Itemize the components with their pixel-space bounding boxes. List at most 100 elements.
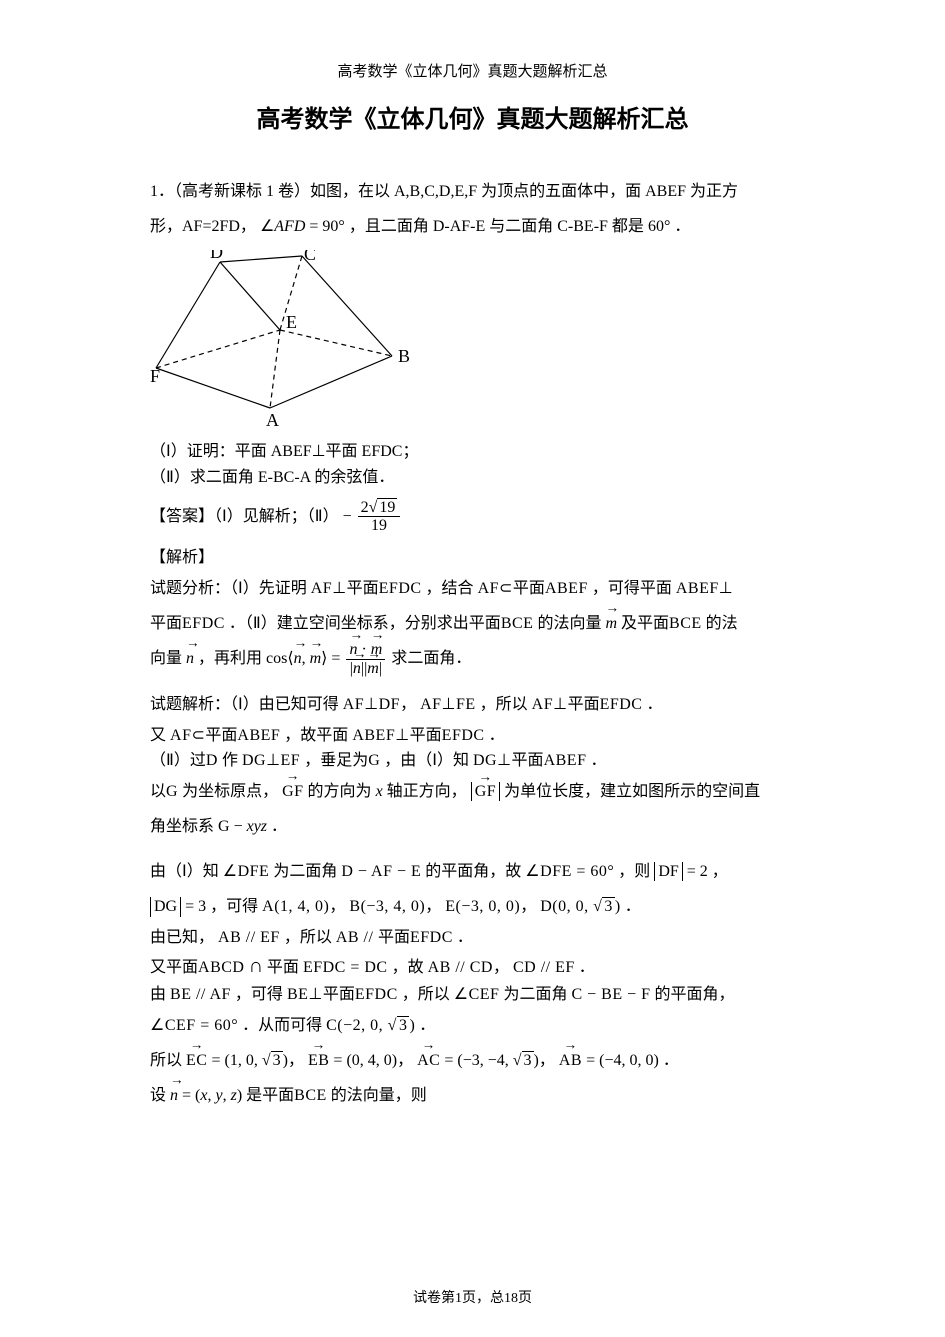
txt: 及平面 [621, 615, 669, 632]
diagram-svg: F A B E D C [150, 250, 420, 430]
eb-val: (0, 4, 0) [346, 1052, 397, 1069]
txt: ，则 [618, 863, 650, 880]
cos-lhs: cos⟨n, m⟩ = [266, 650, 340, 667]
txt: 是平面 [246, 1087, 294, 1104]
txt: 平面 [150, 615, 182, 632]
txt: 的法向量，则 [331, 1087, 427, 1104]
txt: 求二面角． [391, 650, 471, 667]
footer-current-page: 1 [455, 1291, 462, 1306]
n-xyz: n = (x, y, z) [170, 1087, 242, 1104]
x-axis: x [376, 783, 383, 800]
pentahedron-diagram: F A B E D C [150, 250, 795, 435]
answer-label: 【答案】（Ⅰ）见解析；（Ⅱ） [150, 508, 339, 525]
analysis-line-1: 试题分析：（Ⅰ）先证明 AF⊥平面EFDC ，结合 AF⊂平面ABEF ，可得平… [150, 571, 795, 606]
label-D: D [210, 250, 223, 262]
question-1-line-1: 1．（高考新课标 1 卷）如图，在以 A,B,C,D,E,F 为顶点的五面体中，… [150, 174, 795, 209]
txt: 又平面 [150, 959, 198, 976]
analysis-line-3: 向量 n ，再利用 cos⟨n, m⟩ = n · m |n||m| 求二面角． [150, 641, 795, 677]
txt: ． [625, 898, 641, 915]
abef-perp: ABEF⊥ [676, 580, 733, 597]
txt: 角坐标系 [150, 818, 214, 835]
txt: ，可得 [210, 898, 258, 915]
angle-afd: ∠AFD = 90° [260, 218, 345, 235]
abs-gf: GF [471, 782, 500, 801]
footer-suffix: 页 [518, 1291, 532, 1306]
solution-line-3: （Ⅱ）过D 作 DG⊥EF ，垂足为G ，由（Ⅰ）知 DG⊥平面ABEF ． [150, 748, 795, 774]
solution-line-12: 所以 EC = (1, 0, √3)， EB = (0, 4, 0)， AC =… [150, 1043, 795, 1078]
label-B: B [398, 346, 410, 366]
footer-mid: 页，总 [462, 1291, 504, 1306]
txt: ． [579, 959, 595, 976]
txt: 的法向量 [537, 615, 601, 632]
txt: 为单位长度，建立如图所示的空间直 [504, 783, 760, 800]
label-E: E [286, 312, 297, 332]
be-af: BE // AF [170, 986, 231, 1003]
txt: ，垂足为 [304, 752, 368, 769]
txt: 设 [150, 1087, 166, 1104]
txt: 试题分析：（Ⅰ）先证明 [150, 580, 307, 597]
solution-line-5: 角坐标系 G − xyz ． [150, 809, 795, 844]
solution-line-10: 由 BE // AF ，可得 BE⊥平面EFDC ，所以 ∠CEF 为二面角 C… [150, 982, 795, 1008]
txt: ，可得 [235, 986, 283, 1003]
txt: ． [590, 752, 606, 769]
D: D [206, 752, 218, 769]
txt: 为二面角 [273, 863, 337, 880]
label-C: C [304, 250, 316, 264]
txt: 试题解析：（Ⅰ）由已知可得 [150, 696, 339, 713]
vec-ac: AC [417, 1043, 440, 1078]
af-df: AF⊥DF [343, 696, 400, 713]
efdc-dc: EFDC = DC [303, 959, 388, 976]
txt: 的方向为 [308, 783, 372, 800]
G: G [368, 752, 380, 769]
label-F: F [150, 366, 160, 386]
solution-line-6: 由（Ⅰ）知 ∠DFE 为二面角 D − AF − E 的平面角，故 ∠DFE =… [150, 854, 795, 889]
q1-part2: （Ⅱ）求二面角 E-BC-A 的余弦值． [150, 465, 795, 491]
af-efdc: AF⊥ [532, 696, 568, 713]
txt: 轴正方向， [387, 783, 467, 800]
txt: 平面 [267, 959, 299, 976]
answer-line: 【答案】（Ⅰ）见解析；（Ⅱ） − 2√19 19 [150, 499, 795, 535]
cos-fraction: n · m |n||m| [346, 641, 385, 677]
txt: ，故 [392, 959, 424, 976]
dg-3: DG = 3 [150, 898, 206, 915]
solution-line-2: 又 AF⊂平面ABEF ，故平面 ABEF⊥平面EFDC ． [150, 723, 795, 749]
solution-line-9: 又平面ABCD ∩ 平面 EFDC = DC ，故 AB // CD， CD /… [150, 950, 795, 982]
txt: ． [663, 1052, 679, 1069]
txt: ． [457, 929, 473, 946]
ab-ef: AB // EF [218, 929, 280, 946]
ab-cd: AB // CD [428, 959, 493, 976]
ac-val: (−3, −4, √3) [457, 1052, 538, 1069]
pt-B: B(−3, 4, 0) [349, 898, 425, 915]
pt-A: A(1, 4, 0) [262, 898, 329, 915]
bce: BCE [501, 615, 534, 632]
af-in-abef: AF⊂ [478, 580, 513, 597]
analysis-heading: 【解析】 [150, 545, 795, 571]
answer-sign: − [343, 508, 352, 525]
answer-fraction: 2√19 19 [358, 499, 401, 535]
bce2: BCE [669, 615, 702, 632]
txt: 的平面角，故 [425, 863, 521, 880]
ang-dfe: ∠DFE [223, 863, 270, 880]
txt: ，所以 [480, 696, 528, 713]
analysis-line-2: 平面EFDC ．（Ⅱ）建立空间坐标系，分别求出平面BCE 的法向量 m 及平面B… [150, 606, 795, 641]
txt: ， [712, 863, 728, 880]
be-perp-efdc: BE⊥ [287, 986, 323, 1003]
vec-n: n [186, 641, 194, 676]
txt: 以 [150, 783, 166, 800]
txt: 由已知， [150, 929, 214, 946]
running-header: 高考数学《立体几何》真题大题解析汇总 [150, 60, 795, 81]
cap-icon: ∩ [248, 955, 262, 977]
pt-D: D(0, 0, √3) [540, 898, 621, 915]
d-af-e: D − AF − E [341, 863, 421, 880]
vec-gf: GF [282, 774, 303, 809]
af-fe: AF⊥FE [420, 696, 476, 713]
af-sub-abef: AF⊂ [170, 727, 205, 744]
txt: ，所以 [284, 929, 332, 946]
solution-line-4: 以G 为坐标原点， GF 的方向为 x 轴正方向， GF 为单位长度，建立如图所… [150, 774, 795, 809]
txt: ． [489, 727, 505, 744]
vec-ab: AB [559, 1043, 582, 1078]
txt: （Ⅱ）过 [150, 752, 206, 769]
df-2: DF = 2 [654, 863, 707, 880]
txt: ，所以 [402, 986, 450, 1003]
solution-line-7: DG = 3 ，可得 A(1, 4, 0)， B(−3, 4, 0)， E(−3… [150, 889, 795, 924]
